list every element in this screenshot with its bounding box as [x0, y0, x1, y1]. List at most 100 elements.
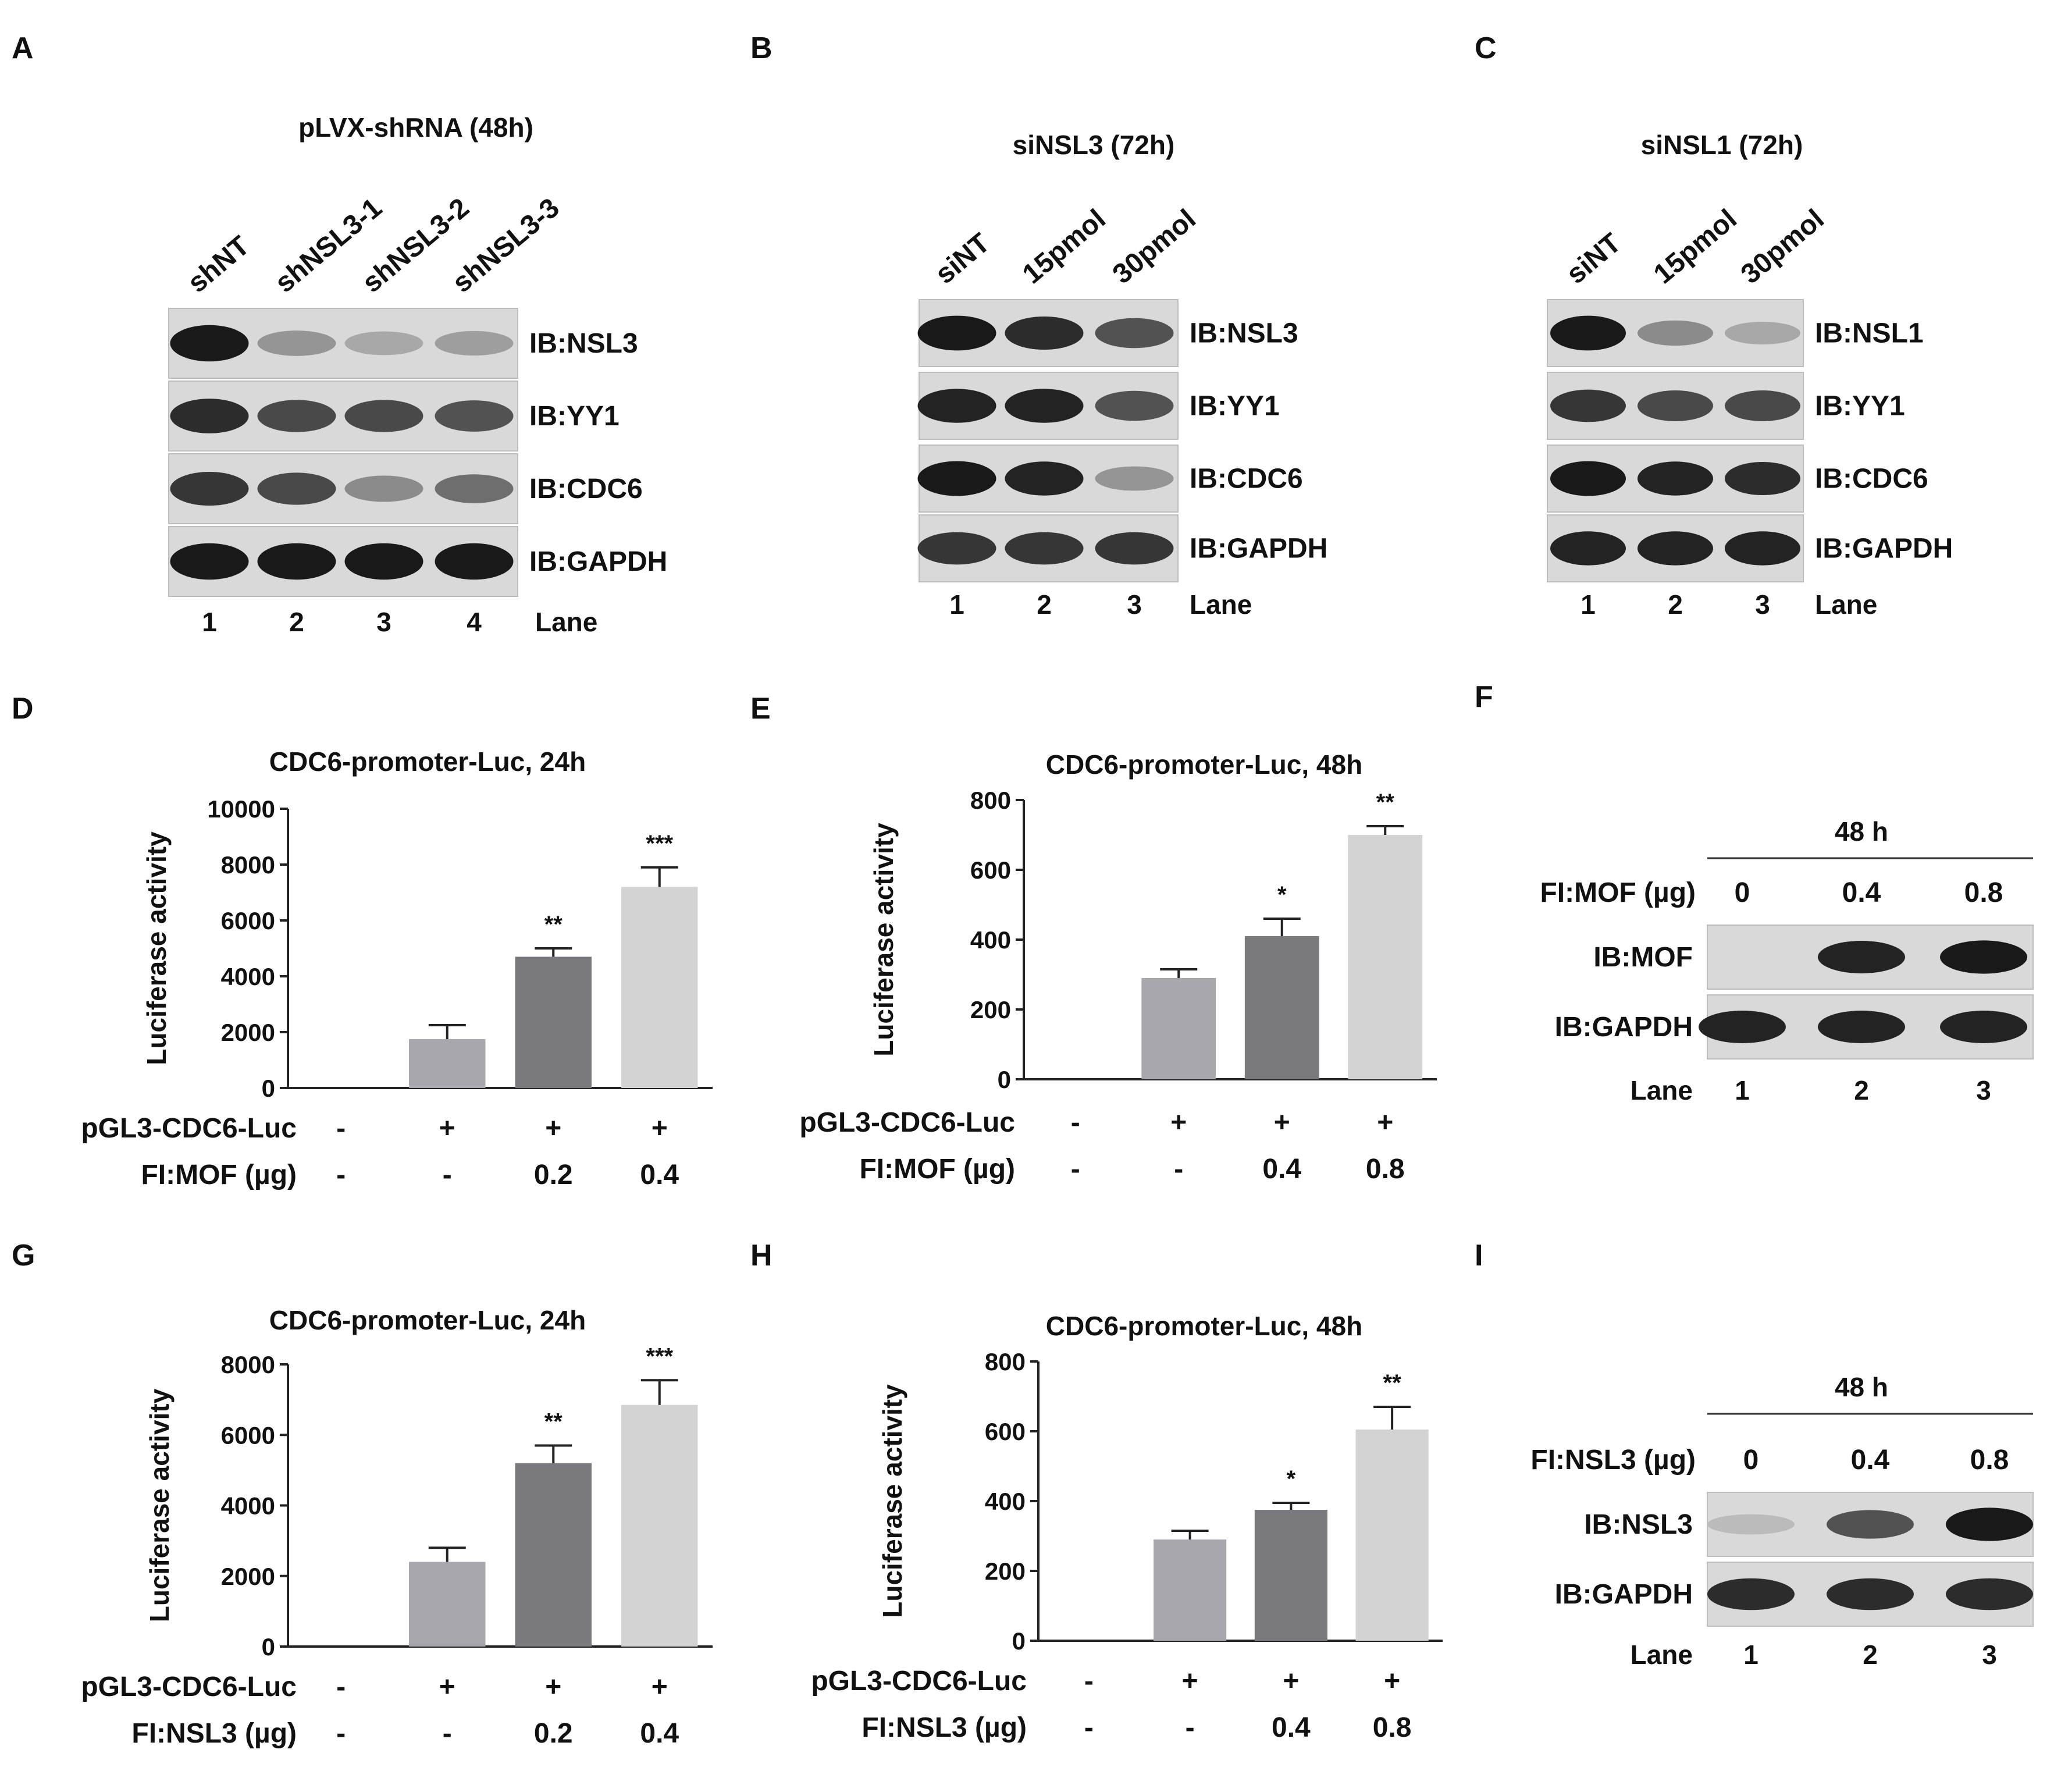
significance-marker: ** — [544, 912, 563, 937]
lane-label: 30pmol — [1107, 204, 1202, 290]
row1-label: pGL3-CDC6-Luc — [81, 1672, 297, 1702]
blot-label: IB:GAPDH — [1815, 534, 1953, 564]
blot-I-2-strip — [1707, 1562, 2034, 1627]
row1-value: + — [439, 1113, 455, 1144]
blot-label: IB:CDC6 — [1815, 464, 1928, 495]
blot-B-3-band-3 — [1095, 466, 1174, 491]
blot-label: IB:YY1 — [529, 401, 620, 432]
bar — [621, 1405, 698, 1647]
bar — [1154, 1539, 1227, 1641]
row1-value: + — [1283, 1666, 1299, 1697]
y-axis-label: Luciferase activity — [877, 1384, 907, 1618]
lane-number: 3 — [1127, 589, 1142, 620]
blot-F-2-band-1 — [1699, 1011, 1786, 1043]
lane-number: 1 — [1580, 589, 1596, 620]
blot-label: IB:GAPDH — [1190, 534, 1327, 564]
row1-value: - — [336, 1113, 346, 1144]
significance-marker: ** — [1383, 1370, 1402, 1396]
panel-letter-B: B — [750, 31, 773, 65]
time-label-I: 48 h — [1835, 1372, 1888, 1402]
panel-title-A: pLVX-shRNA (48h) — [298, 112, 533, 143]
significance-marker: *** — [646, 831, 673, 856]
y-tick-label: 6000 — [221, 1421, 275, 1449]
blot-label: IB:YY1 — [1190, 391, 1280, 422]
blot-F-2-band-2 — [1818, 1011, 1905, 1043]
row1-value: + — [545, 1672, 561, 1702]
y-tick-label: 600 — [970, 856, 1011, 884]
row2-value: 0.4 — [1272, 1712, 1311, 1743]
blot-I-2-band-1 — [1707, 1578, 1795, 1610]
blot-I-2-band-3 — [1946, 1578, 2033, 1610]
blot-C-1-band-3 — [1725, 321, 1800, 345]
lane-number: 2 — [1037, 589, 1052, 620]
lane-number: 1 — [1735, 1075, 1750, 1105]
y-tick-label: 2000 — [221, 1019, 275, 1046]
row1-label: pGL3-CDC6-Luc — [799, 1107, 1015, 1138]
blot-C-4-band-2 — [1637, 531, 1713, 566]
dose-value: 0 — [1743, 1445, 1759, 1475]
bar — [621, 887, 698, 1088]
blot-F-1-band-3 — [1940, 940, 2027, 974]
blot-B-2-band-3 — [1095, 390, 1174, 421]
y-tick-label: 0 — [998, 1066, 1011, 1093]
y-tick-label: 4000 — [221, 963, 275, 990]
row1-value: + — [652, 1672, 668, 1702]
lane-word: Lane — [1631, 1075, 1693, 1105]
dose-value: 0 — [1735, 877, 1750, 908]
y-tick-label: 6000 — [221, 907, 275, 934]
blot-C-2-band-3 — [1725, 390, 1800, 421]
bar — [1348, 835, 1423, 1079]
y-tick-label: 800 — [970, 787, 1011, 814]
blot-label: IB:MOF — [1593, 942, 1693, 973]
bar-chart-E: E CDC6-promoter-Luc, 48h 0 200 400 600 800 Luci… — [750, 692, 1437, 1185]
lane-word: Lane — [1190, 589, 1252, 620]
bar — [1244, 936, 1319, 1079]
lane-number: 1 — [949, 589, 964, 620]
bar-chart-D: D CDC6-promoter-Luc, 24h 0 2000 4000 6000 8000… — [12, 692, 713, 1190]
blot-B-4-strip — [917, 514, 1179, 582]
dose-value: 0.8 — [1970, 1445, 2009, 1475]
y-tick-label: 4000 — [221, 1492, 275, 1520]
blot-label: IB:NSL3 — [529, 328, 638, 359]
blot-label: IB:GAPDH — [529, 546, 667, 577]
dose-row-label: FI:NSL3 (µg) — [1530, 1445, 1696, 1475]
blot-C-2-band-2 — [1637, 390, 1713, 421]
significance-marker: ** — [1376, 790, 1395, 815]
blot-C-2-strip — [1547, 372, 1804, 440]
bar-chart-H: H CDC6-promoter-Luc, 48h 0 200 400 600 800 Luci… — [750, 1239, 1443, 1743]
lane-number: 2 — [289, 607, 304, 637]
blot-C-3-strip — [1547, 445, 1804, 513]
row2-value: - — [1186, 1712, 1195, 1743]
panel-title-C: siNSL1 (72h) — [1641, 130, 1803, 160]
lane-number: 1 — [1743, 1640, 1758, 1670]
blot-label: IB:NSL3 — [1190, 318, 1298, 349]
row2-label: FI:MOF (µg) — [141, 1160, 297, 1190]
y-tick-label: 8000 — [221, 851, 275, 879]
lane-number: 3 — [1976, 1075, 1991, 1105]
panel-letter-C: C — [1475, 31, 1497, 65]
blot-A-4-band-4 — [435, 543, 514, 580]
bar-chart-G: G CDC6-promoter-Luc, 24h 0 2000 4000 6000 8000… — [12, 1239, 713, 1749]
y-tick-label: 200 — [970, 996, 1011, 1023]
blot-A-4-band-1 — [170, 543, 249, 580]
row2-value: 0.2 — [534, 1718, 573, 1749]
chart-title: CDC6-promoter-Luc, 48h — [1046, 749, 1362, 780]
lane-label: 15pmol — [1017, 204, 1112, 290]
y-tick-label: 800 — [985, 1348, 1026, 1375]
row2-value: 0.4 — [640, 1160, 679, 1190]
lane-word: Lane — [535, 607, 597, 637]
row1-value: - — [336, 1672, 346, 1702]
lane-label: 30pmol — [1735, 204, 1830, 290]
blot-A-2-band-1 — [170, 399, 249, 433]
blot-B-3-band-1 — [917, 461, 996, 496]
significance-marker: * — [1287, 1466, 1296, 1492]
blot-B-1-band-3 — [1095, 318, 1174, 349]
blot-label: IB:CDC6 — [1190, 464, 1303, 495]
blot-A-4-band-2 — [257, 543, 336, 580]
row2-value: 0.8 — [1373, 1712, 1412, 1743]
row1-value: + — [439, 1672, 455, 1702]
lane-word: Lane — [1631, 1640, 1693, 1670]
blot-B-4-band-1 — [917, 532, 996, 565]
y-tick-label: 8000 — [221, 1351, 275, 1378]
y-tick-label: 400 — [970, 926, 1011, 954]
